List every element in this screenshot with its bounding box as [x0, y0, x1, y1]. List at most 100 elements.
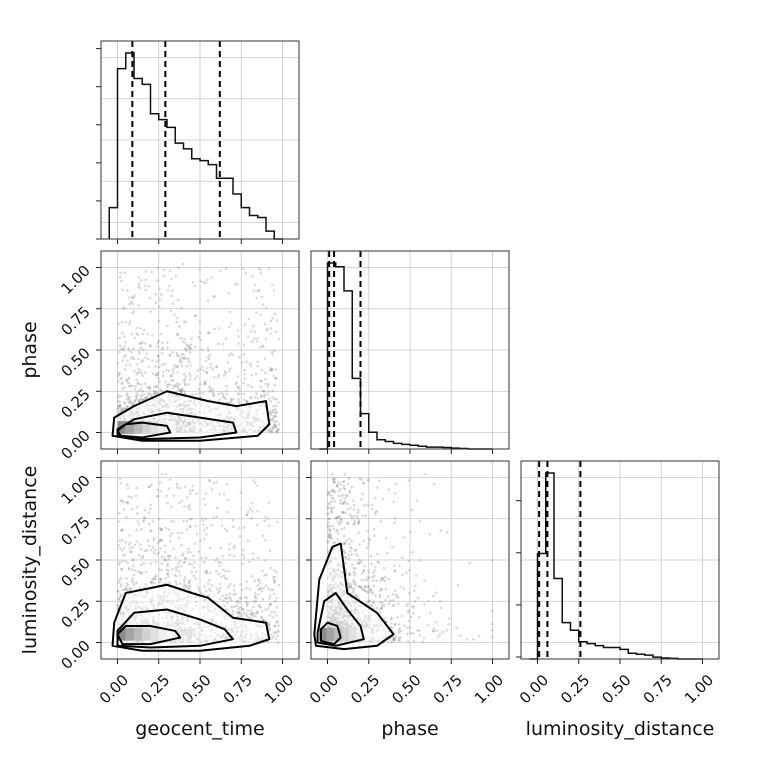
scatter-point — [198, 589, 201, 592]
scatter-panel-geocent_time-phase: 0.000.250.500.751.00 — [57, 250, 300, 463]
scatter-point — [276, 620, 279, 623]
scatter-point — [429, 611, 432, 615]
scatter-point — [335, 483, 339, 487]
scatter-point — [268, 623, 271, 627]
scatter-point — [432, 629, 435, 633]
scatter-point — [182, 357, 186, 361]
scatter-point — [186, 506, 190, 509]
scatter-point — [256, 289, 260, 293]
scatter-point — [119, 409, 123, 413]
scatter-point — [189, 346, 192, 349]
scatter-point — [263, 519, 267, 523]
scatter-point — [264, 538, 267, 542]
scatter-point — [139, 395, 143, 398]
scatter-point — [180, 356, 184, 359]
scatter-point — [438, 599, 442, 603]
scatter-point — [180, 531, 183, 535]
scatter-point — [349, 506, 352, 510]
scatter-point — [274, 408, 277, 411]
scatter-point — [127, 400, 131, 404]
scatter-point — [138, 398, 141, 402]
scatter-point — [185, 585, 189, 589]
contour-line — [116, 421, 172, 439]
scatter-point — [407, 559, 411, 563]
scatter-point — [368, 576, 371, 579]
scatter-point — [268, 597, 271, 600]
scatter-point — [145, 352, 149, 356]
scatter-point — [158, 526, 162, 530]
scatter-point — [350, 485, 354, 489]
scatter-point — [261, 344, 265, 348]
scatter-point — [119, 394, 123, 398]
scatter-point — [331, 488, 335, 491]
scatter-point — [223, 596, 227, 600]
scatter-point — [448, 616, 451, 620]
scatter-point — [258, 587, 262, 591]
scatter-point — [126, 395, 130, 399]
scatter-point — [362, 569, 365, 573]
scatter-point — [349, 550, 352, 553]
scatter-point — [167, 528, 171, 531]
scatter-point — [146, 539, 150, 542]
scatter-point — [175, 365, 179, 368]
scatter-point — [199, 338, 203, 342]
scatter-point — [198, 391, 202, 395]
scatter-point — [328, 536, 331, 539]
scatter-point — [202, 523, 205, 526]
scatter-point — [256, 396, 260, 400]
scatter-point — [211, 388, 215, 391]
scatter-point — [117, 407, 120, 411]
scatter-point — [256, 509, 259, 513]
scatter-point — [238, 612, 242, 615]
scatter-point — [136, 570, 140, 573]
scatter-point — [193, 377, 197, 381]
scatter-point — [357, 561, 361, 564]
scatter-point — [147, 544, 151, 548]
scatter-point — [250, 340, 254, 343]
scatter-point — [343, 555, 347, 559]
scatter-point — [267, 397, 271, 400]
scatter-point — [150, 483, 153, 487]
scatter-point — [174, 566, 178, 570]
scatter-point — [227, 291, 231, 295]
scatter-point — [246, 400, 249, 404]
scatter-point — [225, 384, 229, 388]
scatter-point — [264, 515, 267, 518]
scatter-point — [418, 520, 421, 523]
scatter-point — [179, 357, 182, 361]
scatter-point — [266, 607, 270, 610]
scatter-point — [211, 368, 215, 371]
scatter-point — [131, 302, 134, 306]
scatter-point — [204, 492, 208, 495]
x-tick-label: 0.00 — [516, 671, 552, 707]
scatter-point — [126, 486, 130, 490]
scatter-point — [328, 528, 331, 531]
scatter-point — [138, 553, 141, 557]
scatter-point — [246, 600, 250, 604]
scatter-point — [351, 586, 354, 590]
scatter-point — [260, 615, 263, 619]
scatter-point — [137, 523, 141, 526]
scatter-point — [381, 497, 385, 501]
panel-content — [111, 262, 281, 442]
scatter-point — [199, 539, 202, 543]
scatter-point — [272, 404, 275, 408]
scatter-point — [127, 381, 131, 385]
scatter-point — [187, 580, 191, 584]
scatter-point — [165, 341, 169, 345]
scatter-point — [244, 271, 247, 275]
scatter-point — [361, 492, 365, 496]
scatter-point — [269, 413, 273, 417]
scatter-point — [244, 586, 248, 590]
scatter-point — [156, 391, 159, 395]
scatter-point — [133, 387, 137, 391]
scatter-point — [261, 389, 265, 393]
scatter-point — [343, 497, 346, 501]
scatter-point — [271, 426, 275, 430]
scatter-point — [233, 544, 237, 548]
scatter-point — [127, 376, 131, 380]
scatter-point — [158, 580, 161, 584]
scatter-point — [446, 530, 449, 534]
scatter-point — [159, 538, 162, 542]
scatter-point — [257, 578, 261, 581]
